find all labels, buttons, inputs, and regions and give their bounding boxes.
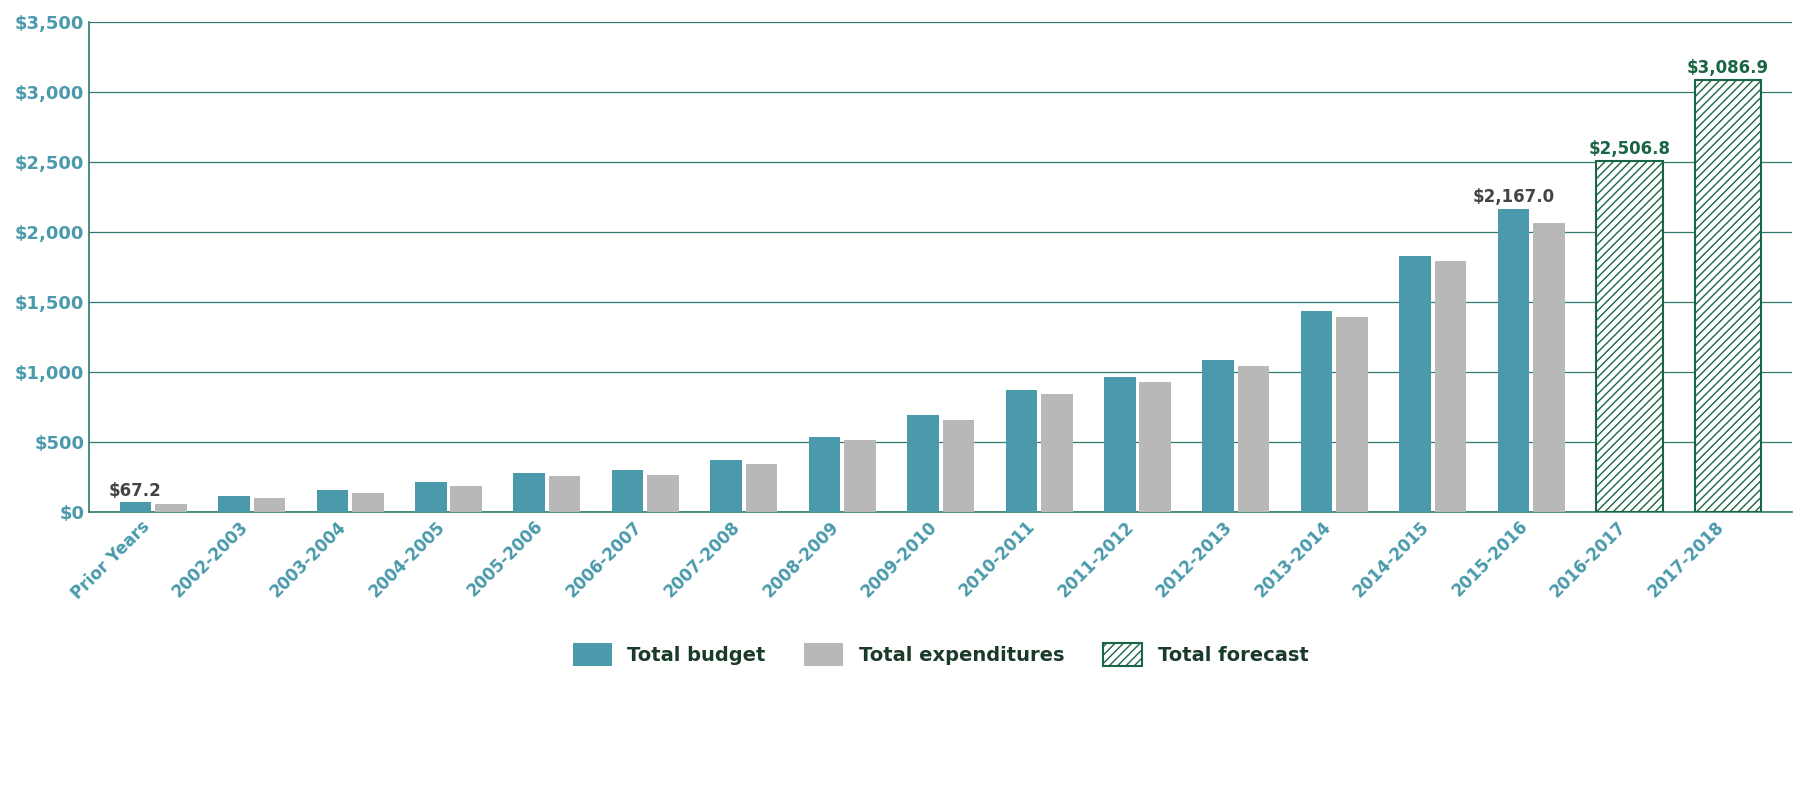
Bar	[1140, 382, 1171, 512]
Text: $2,506.8: $2,506.8	[1588, 140, 1671, 158]
Bar	[219, 496, 249, 512]
Bar	[352, 493, 383, 512]
Bar	[155, 504, 186, 512]
Bar	[943, 421, 974, 512]
Text: $67.2: $67.2	[108, 482, 163, 500]
Bar	[1104, 377, 1135, 512]
Bar	[844, 440, 876, 512]
Bar	[416, 482, 446, 512]
Bar	[1301, 311, 1332, 512]
Text: $2,167.0: $2,167.0	[1473, 188, 1554, 206]
Bar	[810, 436, 840, 512]
Bar	[1596, 161, 1662, 512]
Bar	[710, 460, 743, 512]
Bar	[253, 498, 286, 512]
Bar	[549, 476, 580, 512]
Bar	[1041, 394, 1073, 512]
Bar	[316, 490, 349, 512]
Bar	[613, 470, 643, 512]
Bar	[1399, 256, 1431, 512]
Bar	[513, 473, 546, 512]
Bar	[1498, 208, 1529, 512]
Text: $3,086.9: $3,086.9	[1688, 59, 1769, 77]
Bar	[450, 486, 482, 512]
Bar	[1532, 223, 1565, 512]
Bar	[907, 415, 938, 512]
Bar	[647, 475, 679, 512]
Bar	[1435, 261, 1465, 512]
Bar	[1337, 317, 1368, 512]
Bar	[119, 502, 152, 512]
Legend: Total budget, Total expenditures, Total forecast: Total budget, Total expenditures, Total …	[566, 635, 1315, 673]
Bar	[746, 464, 777, 512]
Bar	[1005, 390, 1037, 512]
Bar	[1238, 366, 1269, 512]
Bar	[1695, 80, 1762, 512]
Bar	[1202, 360, 1234, 512]
